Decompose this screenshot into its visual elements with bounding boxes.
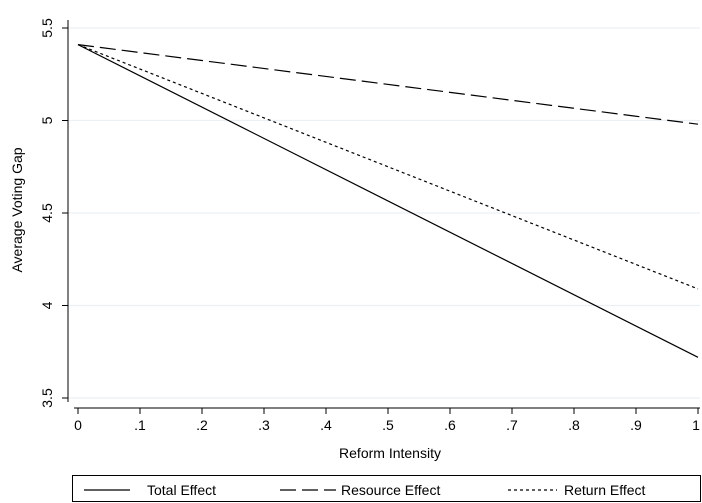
y-tick-label: 4 [39, 301, 55, 309]
series-line-total-effect [77, 44, 699, 358]
x-tick-label: .1 [134, 417, 146, 433]
legend-box [72, 475, 701, 502]
y-tick-label: 3.5 [39, 388, 55, 408]
y-tick-label: 5.5 [39, 18, 55, 38]
y-tick-label: 5 [39, 116, 55, 124]
x-tick-label: .6 [444, 417, 456, 433]
x-tick-label: 0 [74, 417, 82, 433]
x-tick-label: 1 [692, 417, 700, 433]
x-tick-label: .9 [630, 417, 642, 433]
series-line-resource-effect [77, 44, 699, 125]
series-line-return-effect [77, 44, 699, 290]
legend-label: Total Effect [147, 482, 216, 498]
x-axis-title: Reform Intensity [339, 445, 441, 461]
x-tick-label: .3 [258, 417, 270, 433]
legend: Total Effect Resource Effect Return Effect [72, 475, 701, 502]
legend-label: Return Effect [564, 482, 646, 498]
x-tick-label: .2 [196, 417, 208, 433]
x-tick-label: .5 [382, 417, 394, 433]
x-tick-label: .4 [320, 417, 332, 433]
y-axis-title: Average Voting Gap [9, 147, 25, 272]
y-tick-label: 4.5 [39, 203, 55, 223]
legend-label: Resource Effect [341, 482, 440, 498]
axes: 3.5 4 4.5 5 5.5 0 .1 .2 .3 .4 .5 .6 .7 .8 .9 1 [39, 18, 700, 433]
x-tick-label: .7 [506, 417, 518, 433]
series-layer [77, 44, 699, 358]
x-tick-label: .8 [568, 417, 580, 433]
